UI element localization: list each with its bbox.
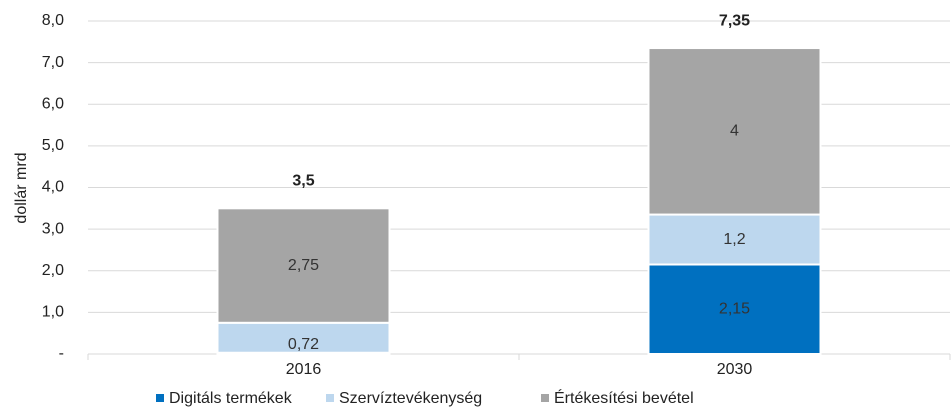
legend-label: Szervíztevékenység bbox=[339, 390, 482, 407]
y-tick-label: 4,0 bbox=[42, 179, 64, 196]
bar-segment bbox=[647, 47, 822, 216]
x-tick-label: 2016 bbox=[286, 361, 322, 378]
x-tick-label: 2030 bbox=[717, 361, 753, 378]
y-tick-label: 6,0 bbox=[42, 95, 64, 112]
y-axis-label: dollár mrd bbox=[13, 152, 30, 223]
y-tick-label: 7,0 bbox=[42, 54, 64, 71]
legend-swatch bbox=[326, 394, 334, 402]
total-label: 7,35 bbox=[719, 12, 750, 29]
y-tick-label: 3,0 bbox=[42, 220, 64, 237]
data-label: 2,75 bbox=[288, 257, 319, 274]
data-label: 2,15 bbox=[719, 300, 750, 317]
data-label: 0,72 bbox=[288, 336, 319, 353]
y-tick-label: 1,0 bbox=[42, 304, 64, 321]
legend-swatch bbox=[156, 394, 164, 402]
data-label: 1,2 bbox=[723, 231, 745, 248]
legend-label: Digitáls termékek bbox=[169, 390, 293, 407]
bar-segment bbox=[216, 207, 391, 324]
legend-swatch bbox=[541, 394, 549, 402]
y-tick-label: - bbox=[59, 345, 64, 362]
data-label: 4 bbox=[730, 123, 739, 140]
total-label: 3,5 bbox=[292, 173, 314, 190]
legend-label: Értékesítési bevétel bbox=[554, 388, 694, 407]
y-tick-label: 2,0 bbox=[42, 262, 64, 279]
y-tick-label: 5,0 bbox=[42, 137, 64, 154]
y-tick-label: 8,0 bbox=[42, 12, 64, 29]
